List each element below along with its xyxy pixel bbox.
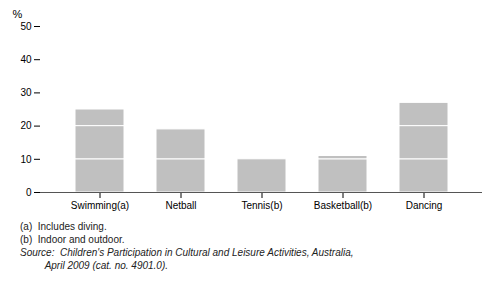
svg-text:Basketball(b): Basketball(b)	[314, 200, 372, 211]
svg-text:10: 10	[20, 154, 32, 165]
html-text:Source: Children's Participati: Source: Children's Participation in Cult…	[20, 247, 354, 258]
svg-text:Swimming(a): Swimming(a)	[71, 200, 129, 211]
html-text:(a) Includes diving.: (a) Includes diving.	[20, 221, 107, 232]
svg-text:20: 20	[20, 120, 32, 131]
svg-text:Netball: Netball	[165, 200, 196, 211]
svg-text:30: 30	[20, 87, 32, 98]
svg-text:Tennis(b): Tennis(b)	[241, 200, 282, 211]
html-text:April 2009 (cat. no. 4901.0).: April 2009 (cat. no. 4901.0).	[20, 260, 168, 271]
svg-text:50: 50	[20, 21, 32, 32]
svg-text:%: %	[13, 8, 23, 20]
svg-text:0: 0	[26, 187, 32, 198]
html-text:(b) Indoor and outdoor.: (b) Indoor and outdoor.	[20, 234, 125, 245]
svg-text:Dancing: Dancing	[406, 200, 443, 211]
svg-text:40: 40	[20, 54, 32, 65]
